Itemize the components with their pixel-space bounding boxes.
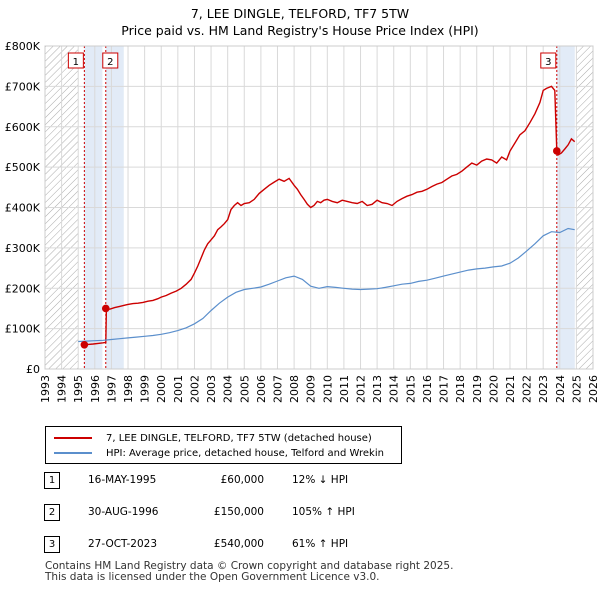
sale-row: 2 30-AUG-1996 £150,000 105% ↑ HPI	[44, 504, 464, 522]
sale-price: £60,000	[220, 474, 264, 486]
legend: 7, LEE DINGLE, TELFORD, TF7 5TW (detache…	[45, 426, 402, 464]
y-tick-label: £300K	[5, 242, 41, 255]
y-tick-label: £0	[26, 363, 40, 376]
sale-label-box	[540, 52, 557, 69]
footer: Contains HM Land Registry data © Crown c…	[45, 561, 453, 583]
sale-price: £540,000	[213, 538, 264, 550]
sale-point	[101, 304, 110, 313]
footer-copyright: Contains HM Land Registry data © Crown c…	[45, 560, 454, 572]
price-chart: 1 2 3 £0 £100K £200K £300K £400K £500K £600K £700K…	[5, 40, 600, 403]
legend-swatch-hpi	[54, 452, 92, 454]
x-tick-label: 2008	[288, 375, 301, 403]
legend-swatch-property	[54, 437, 92, 439]
y-tick-label: £100K	[5, 323, 41, 336]
x-tick-label: 2019	[471, 375, 484, 403]
x-tick-label: 2001	[172, 375, 185, 403]
x-tick-label: 2023	[537, 375, 550, 403]
x-tick-label: 2020	[487, 375, 500, 403]
sale-hpi-diff: 61% ↑ HPI	[292, 538, 349, 550]
x-tick-label: 2024	[554, 375, 567, 403]
x-tick-label: 2009	[305, 375, 318, 403]
legend-item-property: 7, LEE DINGLE, TELFORD, TF7 5TW (detache…	[54, 431, 372, 445]
x-tick-label: 2004	[222, 375, 235, 403]
x-tick-label: 2021	[504, 375, 517, 403]
y-tick-label: £500K	[5, 161, 41, 174]
x-tick-label: 2012	[355, 375, 368, 403]
y-tick-label: £400K	[5, 202, 41, 215]
x-tick-label: 2013	[371, 375, 384, 403]
x-tick-label: 1999	[139, 375, 152, 403]
sale-point	[552, 147, 561, 155]
y-tick-label: £700K	[5, 80, 41, 93]
x-tick-label: 1996	[89, 375, 102, 403]
property-price-line	[84, 85, 576, 346]
sale-date: 27-OCT-2023	[88, 538, 157, 550]
x-tick-label: 2010	[321, 375, 334, 403]
x-tick-label: 2017	[438, 375, 451, 403]
hpi-line	[78, 227, 575, 343]
sale-row: 1 16-MAY-1995 £60,000 12% ↓ HPI	[44, 472, 464, 490]
x-tick-label: 1997	[105, 375, 118, 403]
sale-label-box	[102, 52, 119, 69]
x-tick-label: 1994	[56, 375, 69, 403]
x-tick-label: 2006	[255, 375, 268, 403]
x-tick-label: 2016	[421, 375, 434, 403]
x-tick-label: 2022	[521, 375, 534, 403]
x-tick-label: 2015	[404, 375, 417, 403]
x-tick-label: 2007	[271, 375, 284, 403]
x-tick-label: 2018	[454, 375, 467, 403]
x-tick-label: 2005	[238, 375, 251, 403]
sale-label-box	[67, 52, 84, 69]
x-tick-label: 2025	[570, 375, 583, 403]
x-tick-label: 1995	[72, 375, 85, 403]
sale-hpi-diff: 105% ↑ HPI	[292, 506, 355, 518]
x-tick-label: 2014	[388, 375, 401, 403]
legend-label-hpi: HPI: Average price, detached house, Telf…	[106, 447, 384, 459]
y-tick-label: £200K	[5, 282, 41, 295]
sale-number-badge: 2	[44, 504, 60, 521]
x-tick-label: 2003	[205, 375, 218, 403]
plot-frame	[44, 45, 594, 370]
sale-label: 3	[545, 57, 551, 68]
sale-date: 16-MAY-1995	[88, 474, 157, 486]
y-tick-label: £600K	[5, 121, 41, 134]
sale-label: 1	[73, 57, 79, 68]
chart-subtitle: Price paid vs. HM Land Registry's House …	[121, 23, 479, 38]
x-tick-label: 2000	[155, 375, 168, 403]
sale-number-badge: 3	[44, 536, 60, 553]
x-tick-label: 1998	[122, 375, 135, 403]
chart-title: 7, LEE DINGLE, TELFORD, TF7 5TW	[190, 6, 410, 21]
sale-hpi-diff: 12% ↓ HPI	[292, 474, 349, 486]
y-tick-label: £800K	[5, 40, 41, 53]
sale-date: 30-AUG-1996	[88, 506, 159, 518]
x-tick-label: 1993	[39, 375, 52, 403]
x-tick-label: 2002	[188, 375, 201, 403]
x-tick-label: 2011	[338, 375, 351, 403]
sale-row: 3 27-OCT-2023 £540,000 61% ↑ HPI	[44, 536, 464, 554]
x-tick-label: 2026	[587, 375, 600, 403]
legend-label-property: 7, LEE DINGLE, TELFORD, TF7 5TW (detache…	[106, 432, 372, 444]
sale-price: £150,000	[213, 506, 264, 518]
sale-point	[80, 340, 89, 349]
sale-label: 2	[107, 57, 113, 68]
sale-number-badge: 1	[44, 472, 60, 489]
legend-item-hpi: HPI: Average price, detached house, Telf…	[54, 446, 384, 460]
footer-licence: This data is licensed under the Open Gov…	[45, 571, 380, 583]
